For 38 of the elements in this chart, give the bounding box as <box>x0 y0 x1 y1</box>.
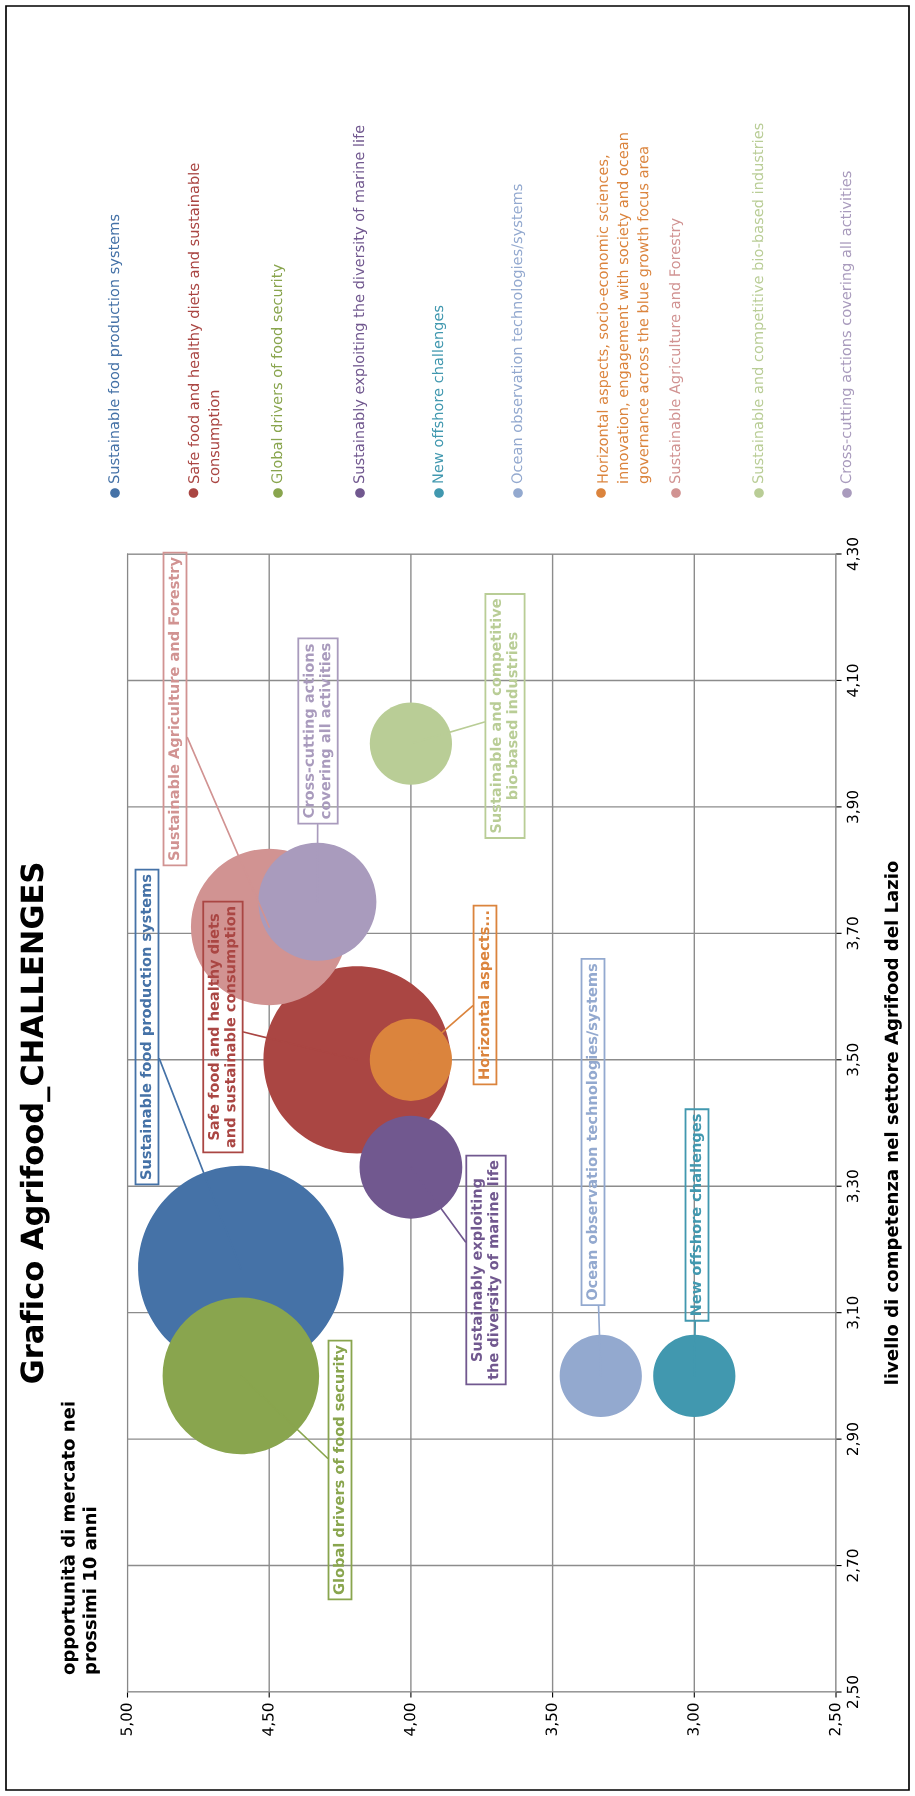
text: Sustainable and competitive bio-based industries <box>751 123 767 484</box>
text: Global drivers of food security <box>270 264 286 484</box>
y-tick-label: 4,30 <box>846 538 860 571</box>
text: Ocean observation technologies/systems <box>510 184 526 484</box>
text: Sustainable Agriculture and Forestry <box>668 218 684 484</box>
text: Safe food and healthy diets and sustainable consumption <box>187 163 223 484</box>
y-tick-label: 2,90 <box>846 1423 860 1455</box>
text: Cross-cutting actions covering all activities <box>839 171 855 484</box>
x-tick-label: 5,00 <box>120 1703 134 1736</box>
annotation: Sustainable food production systems <box>139 874 155 1179</box>
y-tick-label: 4,10 <box>846 664 860 697</box>
y-tick-label: 3,90 <box>846 790 860 823</box>
annotation: Sustainably exploiting the diversity of marine life <box>470 1160 502 1380</box>
annotation: Sustainable Agriculture and Forestry <box>167 557 183 860</box>
x-tick-label: 3,50 <box>545 1703 559 1736</box>
text: Sustainably exploiting the diversity of marine life <box>352 125 368 484</box>
text: Horizontal aspects, socio-economic sciences, innovation, engagement with society and ocean governance across the blue growth focus area <box>596 133 652 484</box>
annotation: Global drivers of food security <box>332 1345 348 1595</box>
y-tick-label: 3,70 <box>846 917 860 950</box>
x-tick-label: 4,00 <box>403 1703 417 1736</box>
annotation: New offshore challenges <box>689 1114 705 1316</box>
y-tick-label: 3,10 <box>846 1296 860 1329</box>
text: Grafico Agrifood_CHALLENGES <box>19 863 51 1383</box>
y-axis-title: livello di competenza nel settore Agrifood del Lazio <box>884 861 902 1384</box>
annotation: Cross-cutting actions covering all activities <box>302 643 334 819</box>
y-tick-label: 3,50 <box>846 1043 860 1076</box>
y-tick-label: 2,70 <box>846 1549 860 1582</box>
text: Sustainable food production systems <box>107 214 123 484</box>
annotation: Ocean observation technologies/systems <box>585 963 601 1301</box>
x-tick-label: 3,00 <box>687 1703 701 1736</box>
y-tick-label: 2,50 <box>846 1676 860 1708</box>
y-tick-label: 3,30 <box>846 1170 860 1203</box>
annotation: Safe food and healthy diets and sustainable consumption <box>207 907 239 1148</box>
x-tick-label: 4,50 <box>262 1703 276 1736</box>
text: opportunità di mercato nei prossimi 10 anni <box>60 1402 100 1675</box>
annotation: Horizontal aspects... <box>477 911 493 1079</box>
text: New offshore challenges <box>431 305 447 483</box>
annotation: Sustainable and competitive bio-based industries <box>489 599 518 833</box>
